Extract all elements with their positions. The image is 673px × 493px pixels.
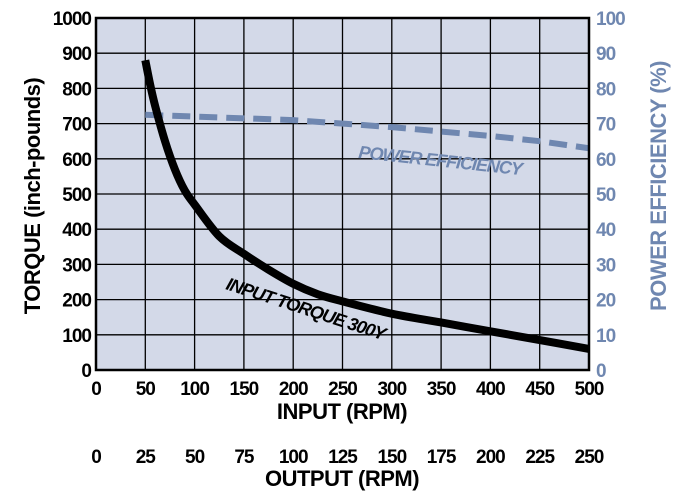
y-tick-label: 300 <box>62 255 91 276</box>
x-tick-label: 100 <box>180 379 209 400</box>
x-tick-label: 200 <box>279 379 308 400</box>
x-tick-label: 150 <box>230 379 259 400</box>
x-tick-label: 250 <box>328 379 357 400</box>
x-tick-label: 450 <box>525 379 554 400</box>
x-axis-title: INPUT (RPM) <box>277 399 407 424</box>
y2-axis-title: POWER EFFICIENCY (%) <box>646 61 671 311</box>
x-tick-label: 500 <box>575 379 604 400</box>
y-tick-label: 100 <box>62 326 91 347</box>
x2-tick-label: 0 <box>91 447 101 468</box>
x-tick-label: 350 <box>427 379 456 400</box>
plot-border <box>94 16 591 372</box>
x2-tick-label: 150 <box>377 447 406 468</box>
x-tick-label: 0 <box>91 379 101 400</box>
y2-tick-label: 50 <box>596 185 616 206</box>
x2-tick-label: 250 <box>575 447 604 468</box>
x2-tick-label: 25 <box>136 447 157 468</box>
y-tick-label: 500 <box>62 185 91 206</box>
y-tick-label: 400 <box>62 220 91 241</box>
y2-tick-label: 100 <box>596 9 625 30</box>
x2-tick-label: 175 <box>427 447 457 468</box>
x2-axis-title: OUTPUT (RPM) <box>265 466 419 491</box>
series-lines <box>141 59 590 353</box>
y2-tick-label: 30 <box>596 255 616 276</box>
x2-tick-label: 225 <box>525 447 555 468</box>
y-axis-title: TORQUE (inch-pounds) <box>20 78 45 315</box>
y2-tick-label: 90 <box>596 44 616 65</box>
y-tick-label: 0 <box>81 361 91 382</box>
y-tick-label: 600 <box>62 150 91 171</box>
x2-tick-label: 100 <box>279 447 308 468</box>
y-tick-label: 700 <box>62 115 91 136</box>
x2-tick-label: 75 <box>234 447 255 468</box>
y-tick-label: 200 <box>62 291 91 312</box>
x-tick-label: 400 <box>476 379 505 400</box>
y2-tick-label: 20 <box>596 291 616 312</box>
power-efficiency-line <box>145 111 590 152</box>
x2-tick-label: 50 <box>185 447 205 468</box>
x2-tick-label: 200 <box>476 447 505 468</box>
x-tick-label: 300 <box>377 379 406 400</box>
y2-tick-label: 0 <box>596 361 606 382</box>
y-tick-label: 1000 <box>53 9 92 30</box>
y2-tick-label: 40 <box>596 220 616 241</box>
y2-tick-label: 80 <box>596 79 616 100</box>
y-tick-label: 800 <box>62 79 91 100</box>
y2-tick-label: 60 <box>596 150 616 171</box>
x2-tick-label: 125 <box>328 447 358 468</box>
x-tick-label: 50 <box>136 379 156 400</box>
y2-tick-label: 10 <box>596 326 616 347</box>
y2-tick-label: 70 <box>596 115 616 136</box>
input-torque-line <box>141 59 590 353</box>
y-tick-label: 900 <box>62 44 91 65</box>
